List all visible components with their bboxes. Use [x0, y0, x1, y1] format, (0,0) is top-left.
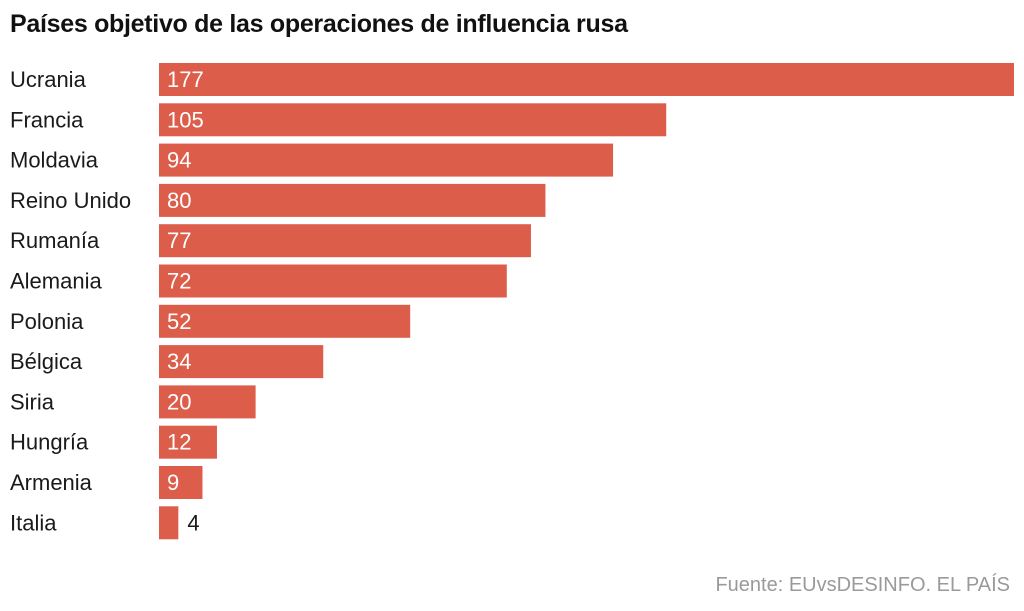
bar — [159, 264, 507, 298]
bar — [159, 506, 179, 540]
bars-group: Ucrania 177 Francia 105 Moldavia 94 Reino Unid… — [10, 63, 1014, 540]
category-label: Francia — [10, 107, 84, 132]
bar — [159, 143, 614, 177]
chart-title: Países objetivo de las operaciones de in… — [10, 10, 628, 38]
value-label: 52 — [167, 309, 191, 334]
bar — [159, 385, 256, 419]
value-label: 177 — [167, 67, 204, 92]
bar — [159, 466, 203, 499]
bar — [159, 183, 546, 217]
bar — [159, 63, 1014, 96]
category-label: Italia — [10, 510, 57, 535]
category-label: Alemania — [10, 269, 102, 294]
category-label: Ucrania — [10, 67, 87, 92]
category-label: Bélgica — [10, 349, 83, 374]
value-label: 80 — [167, 188, 191, 213]
value-label: 12 — [167, 430, 191, 455]
value-label: 34 — [167, 349, 191, 374]
value-label: 94 — [167, 148, 191, 173]
value-label: 72 — [167, 269, 191, 294]
bar — [159, 224, 531, 258]
category-label: Reino Unido — [10, 188, 131, 213]
value-label: 77 — [167, 228, 191, 253]
bar — [159, 304, 411, 338]
value-label: 9 — [167, 470, 179, 495]
value-label: 20 — [167, 389, 191, 414]
category-label: Moldavia — [10, 148, 99, 173]
category-label: Polonia — [10, 309, 84, 334]
value-label: 105 — [167, 107, 204, 132]
bar — [159, 425, 217, 459]
bar — [159, 103, 667, 137]
category-label: Rumanía — [10, 228, 100, 253]
source-note: Fuente: EUvsDESINFO. EL PAÍS — [715, 574, 1010, 596]
category-label: Hungría — [10, 430, 89, 455]
bar — [159, 345, 324, 379]
category-label: Siria — [10, 389, 55, 414]
value-label: 4 — [187, 510, 199, 535]
category-label: Armenia — [10, 470, 93, 495]
